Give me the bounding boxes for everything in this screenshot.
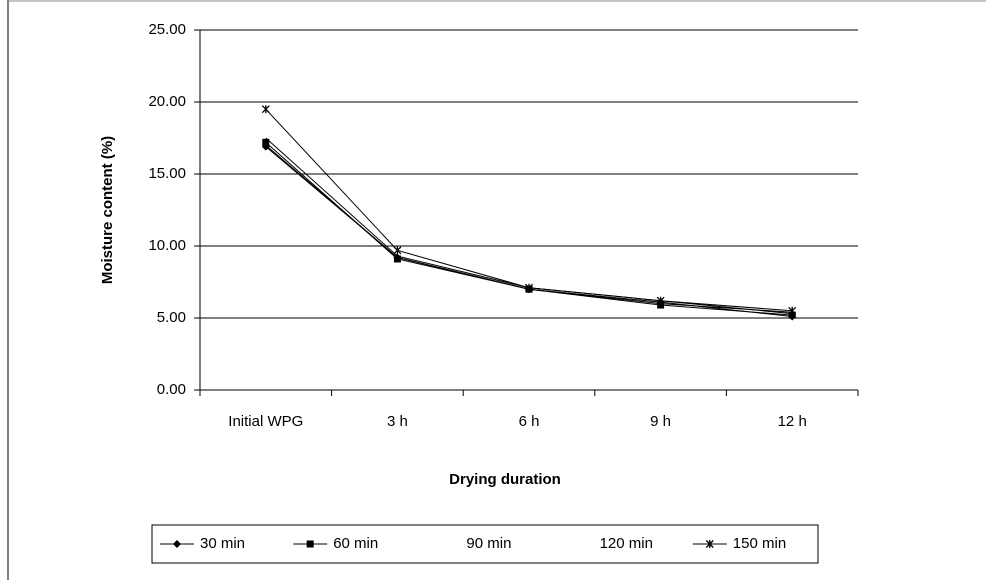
marker <box>173 540 181 548</box>
y-tick-label: 5.00 <box>157 309 186 326</box>
y-axis-title: Moisture content (%) <box>99 136 116 284</box>
marker <box>705 540 714 548</box>
marker <box>306 540 314 548</box>
x-tick-label: 9 h <box>650 413 671 430</box>
marker <box>261 105 270 114</box>
marker <box>788 311 796 319</box>
marker <box>788 306 797 315</box>
legend-label: 150 min <box>733 535 786 552</box>
marker <box>657 301 665 309</box>
y-tick-label: 15.00 <box>148 165 186 182</box>
series-line <box>265 108 793 312</box>
x-tick-label: 6 h <box>519 413 540 430</box>
legend: 30 min 60 min 90 min 120 min 150 min <box>151 524 819 564</box>
marker <box>525 283 533 292</box>
legend-label: 60 min <box>333 535 378 552</box>
marker <box>393 255 401 263</box>
marker <box>656 296 665 305</box>
marker <box>262 138 270 146</box>
x-tick-label: Initial WPG <box>228 413 303 430</box>
legend-label: 30 min <box>200 535 245 552</box>
legend-label: 90 min <box>466 535 511 552</box>
x-tick-label: 12 h <box>778 413 807 430</box>
x-axis-title: Drying duration <box>449 471 561 488</box>
legend-label: 120 min <box>600 535 653 552</box>
y-tick-label: 10.00 <box>148 237 186 254</box>
marker <box>393 246 402 255</box>
y-tick-label: 0.00 <box>157 381 186 398</box>
y-tick-label: 20.00 <box>148 93 186 110</box>
x-tick-label: 3 h <box>387 413 408 430</box>
y-tick-label: 25.00 <box>148 21 186 38</box>
